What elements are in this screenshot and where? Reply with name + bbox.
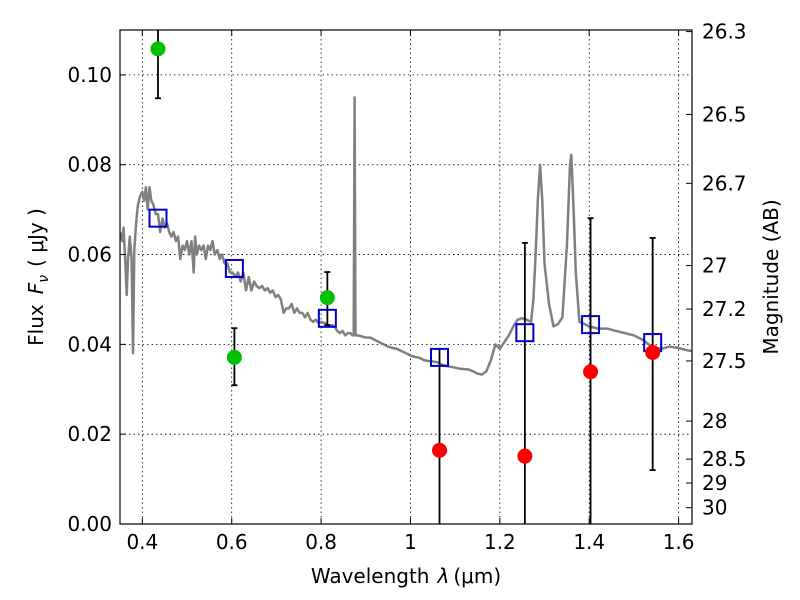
- photometry-point: [583, 364, 599, 380]
- model-photometry-square: [581, 315, 601, 335]
- model-photometry-square: [430, 347, 450, 367]
- y-axis-label: FluxFν( μJy ): [24, 208, 52, 346]
- x-tick-label: 1.6: [663, 530, 695, 554]
- y-tick-label: 0.10: [67, 63, 112, 87]
- mag-tick-label: 27.2: [702, 297, 747, 321]
- model-photometry-square: [148, 208, 168, 228]
- x-tick-label: 1.2: [484, 530, 516, 554]
- mag-tick-label: 26.5: [702, 102, 747, 126]
- plot-inner: [120, 30, 692, 524]
- model-photometry-square: [515, 323, 535, 343]
- photometry-point: [432, 442, 448, 458]
- mag-tick-label: 28: [702, 409, 727, 433]
- y2-axis-label: Magnitude (AB): [759, 199, 783, 354]
- mag-tick-label: 27.5: [702, 349, 747, 373]
- model-photometry-square: [317, 308, 337, 328]
- grid: [120, 30, 692, 525]
- photometry-point: [645, 344, 661, 360]
- mag-tick-label: 29: [702, 471, 727, 495]
- x-tick-label: 0.8: [305, 530, 337, 554]
- plot-frame: [119, 29, 693, 525]
- model-spectrum-line: [120, 96, 692, 376]
- photometry-point: [517, 448, 533, 464]
- model-photometry-square: [224, 258, 244, 278]
- plot-area: [120, 30, 692, 524]
- mag-tick-label: 26.7: [702, 171, 747, 195]
- x-tick-label: 0.4: [126, 530, 158, 554]
- mag-tick-label: 27: [702, 254, 727, 278]
- photometry-point: [319, 290, 335, 306]
- photometry-point: [226, 349, 242, 365]
- axis-ticks: 0.4 0.6 0.8 1 1.2 1.4 1.6 0.00 0.02 0.04 0.06 0.08 0…: [67, 20, 746, 554]
- photometry-point: [150, 41, 166, 57]
- y-tick-label: 0.04: [67, 332, 112, 356]
- mag-tick-label: 26.3: [702, 20, 747, 44]
- x-tick-label: 0.6: [216, 530, 248, 554]
- x-tick-label: 1: [404, 530, 417, 554]
- y-tick-label: 0.00: [67, 512, 112, 536]
- y-tick-label: 0.02: [67, 422, 112, 446]
- x-tick-label: 1.4: [573, 530, 605, 554]
- y-tick-label: 0.06: [67, 243, 112, 267]
- mag-tick-label: 30: [702, 496, 727, 520]
- mag-tick-label: 28.5: [702, 447, 747, 471]
- y-tick-label: 0.08: [67, 153, 112, 177]
- x-axis-label: Wavelength λ (μm): [311, 564, 501, 588]
